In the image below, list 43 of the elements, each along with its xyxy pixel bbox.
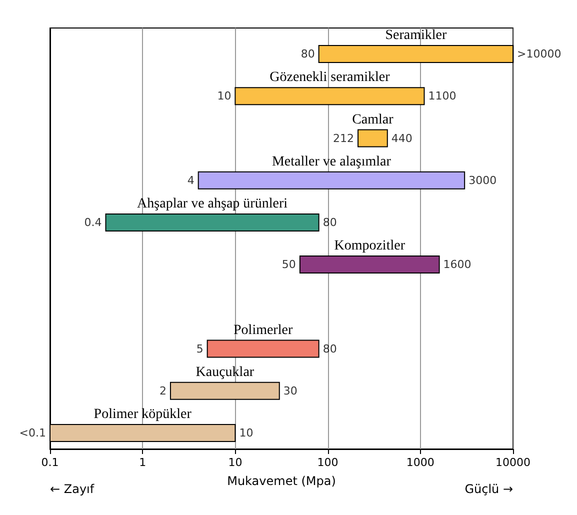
y-tick-label: Camlar [352,112,394,128]
y-tick-label: Gözenekli seramikler [270,70,390,86]
annotation: 4 [187,174,194,187]
annotation: 10 [217,90,232,103]
annotation: 440 [391,132,412,145]
annotation: 212 [333,132,354,145]
bar [198,171,466,190]
text: ← Zayıf [50,482,95,496]
bar [170,382,280,400]
annotation: 80 [322,342,337,356]
x-tick-label: 0.1 [41,456,59,469]
bar [234,87,425,106]
annotation: 0.4 [84,216,102,229]
x-tick-label: 10000 [496,456,530,469]
annotation: 80 [300,48,315,61]
bar [299,256,440,274]
y-tick-label: Kompozitler [334,238,406,254]
x-tick-label: 1000 [406,456,434,469]
y-tick-label: Seramikler [385,28,447,44]
annotation: 80 [322,216,337,229]
y-tick-label: Polimerler [234,322,293,338]
y-tick-label: Ahşaplar ve ahşap ürünleri [137,196,288,212]
annotation: 1600 [443,258,472,272]
annotation: 2 [159,384,166,398]
y-tick-label: Kauçuklar [196,364,254,380]
x-axis-title: Mukavemet (Mpa) [227,474,336,488]
y-tick-label: Metaller ve alaşımlar [272,154,392,170]
annotation: 5 [196,342,204,356]
annotation: 30 [283,384,298,398]
annotation: 1100 [428,90,456,103]
x-tick-label: 1 [139,456,146,469]
annotation: 3000 [468,174,497,187]
annotation: 10 [239,426,254,440]
annotation: >10000 [517,48,562,61]
x-tick-label: 100 [317,456,338,469]
text: Güçlü → [464,482,513,496]
annotation: 50 [282,258,296,272]
x-tick-label: 10 [228,456,242,469]
bar [358,129,388,148]
annotation: <0.1 [19,426,46,440]
bar [105,213,320,232]
bar [206,340,320,358]
y-tick-label: Polimer köpükler [94,406,192,422]
